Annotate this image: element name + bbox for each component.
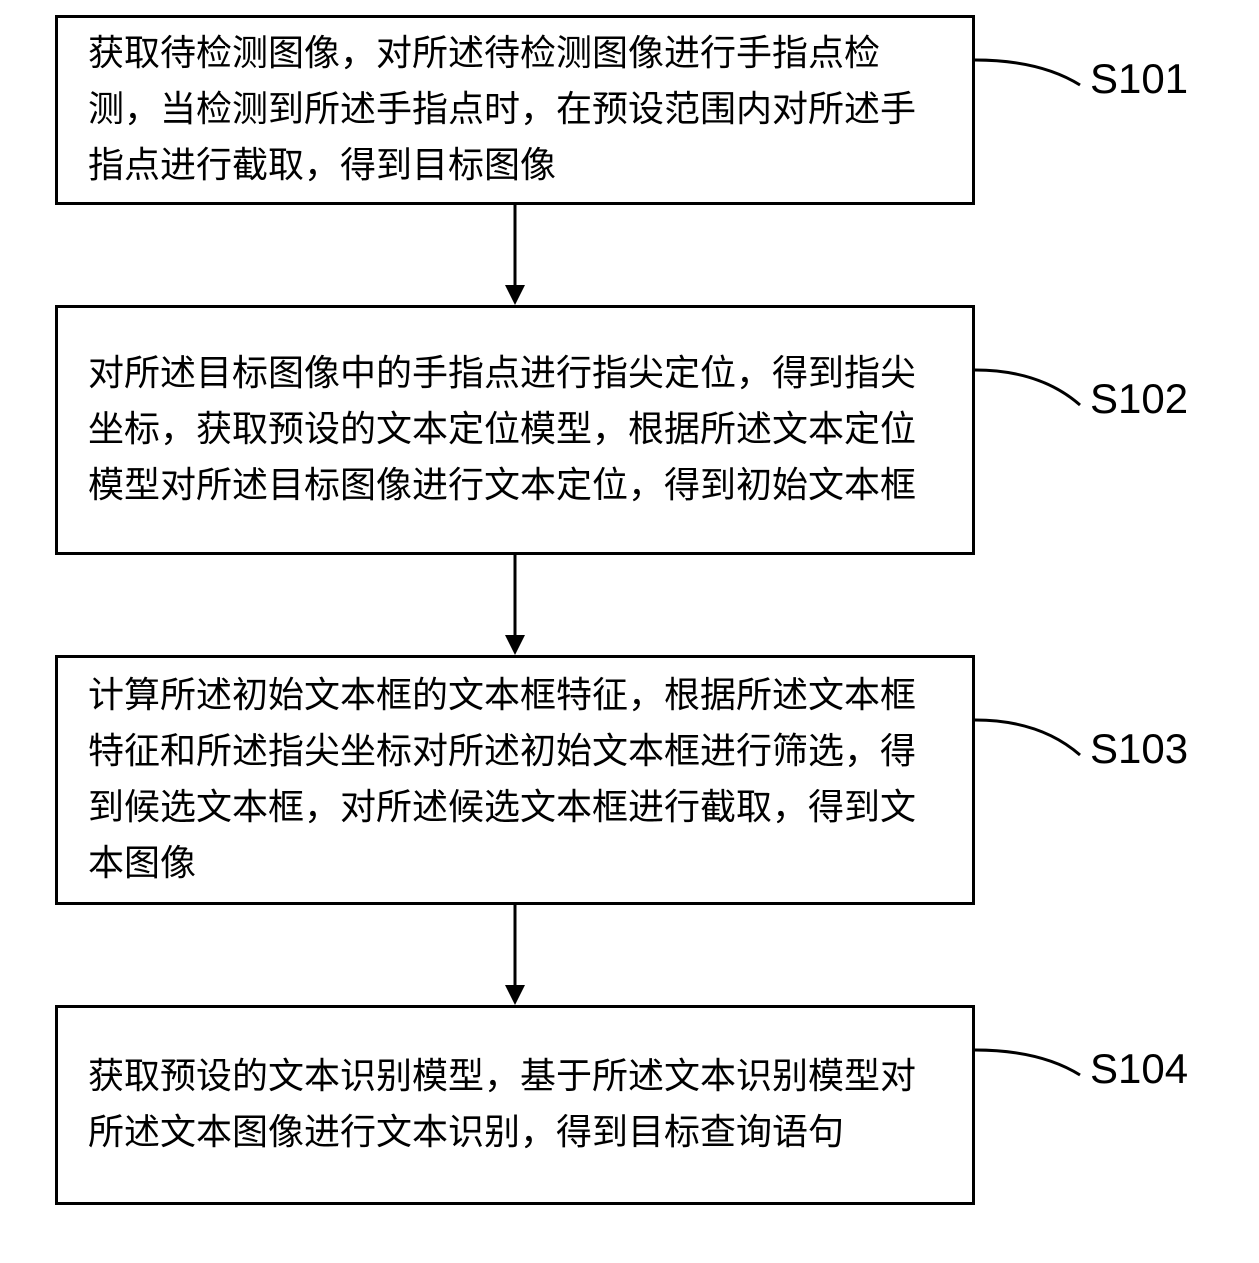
- step-box-s101: 获取待检测图像，对所述待检测图像进行手指点检测，当检测到所述手指点时，在预设范围…: [55, 15, 975, 205]
- step-label-s103: S103: [1090, 725, 1188, 773]
- step-label-s101: S101: [1090, 55, 1188, 103]
- step-box-s104: 获取预设的文本识别模型，基于所述文本识别模型对所述文本图像进行文本识别，得到目标…: [55, 1005, 975, 1205]
- step-text-s104: 获取预设的文本识别模型，基于所述文本识别模型对所述文本图像进行文本识别，得到目标…: [88, 1049, 942, 1161]
- step-text-s103: 计算所述初始文本框的文本框特征，根据所述文本框特征和所述指尖坐标对所述初始文本框…: [88, 668, 942, 891]
- step-text-s101: 获取待检测图像，对所述待检测图像进行手指点检测，当检测到所述手指点时，在预设范围…: [88, 26, 942, 193]
- step-box-s102: 对所述目标图像中的手指点进行指尖定位，得到指尖坐标，获取预设的文本定位模型，根据…: [55, 305, 975, 555]
- step-label-s102: S102: [1090, 375, 1188, 423]
- step-label-s104: S104: [1090, 1045, 1188, 1093]
- flowchart-container: 获取待检测图像，对所述待检测图像进行手指点检测，当检测到所述手指点时，在预设范围…: [0, 0, 1259, 1263]
- step-text-s102: 对所述目标图像中的手指点进行指尖定位，得到指尖坐标，获取预设的文本定位模型，根据…: [88, 346, 942, 513]
- step-box-s103: 计算所述初始文本框的文本框特征，根据所述文本框特征和所述指尖坐标对所述初始文本框…: [55, 655, 975, 905]
